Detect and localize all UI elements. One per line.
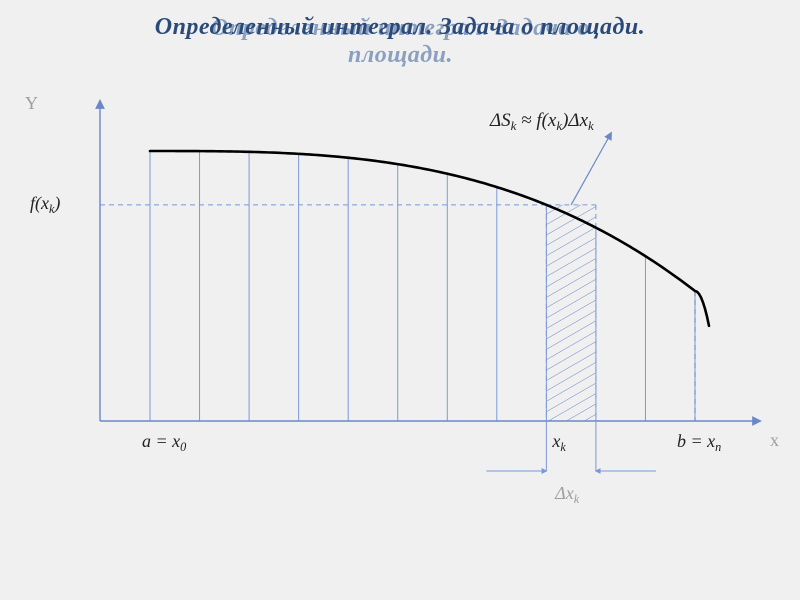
fxk-label: f(xk) [30,193,60,216]
delta-xk-label: Δxk [554,483,580,506]
x-axis-label: x [770,430,779,450]
formula-arrow [571,133,611,205]
a-label: a = x0 [142,431,186,454]
integral-diagram: Yx f(xk) a = x0 b = xn xk Δxk ΔSk ≈ f(xk)Δxk [0,41,800,600]
b-label: b = xn [677,431,721,454]
area-formula: ΔSk ≈ f(xk)Δxk [489,110,594,133]
xk-label: xk [551,431,566,454]
riemann-strip [546,205,596,421]
page-title: Определенный интеграл. Задача о площади.… [155,14,645,40]
curve [150,151,709,326]
y-axis-label: Y [25,93,38,113]
